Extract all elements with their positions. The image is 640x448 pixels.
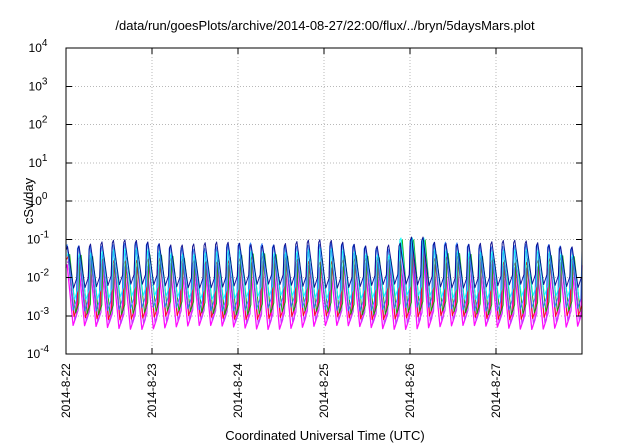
y-tick-label: 10-4 xyxy=(27,344,50,361)
chart-title: /data/run/goesPlots/archive/2014-08-27/2… xyxy=(115,18,535,33)
y-tick-exponent: -2 xyxy=(40,268,49,279)
y-tick-label: 101 xyxy=(29,153,48,170)
y-tick-exponent: -4 xyxy=(40,344,49,355)
x-tick-label: 2014-8-24 xyxy=(231,363,245,418)
x-axis-label: Coordinated Universal Time (UTC) xyxy=(225,428,424,443)
y-tick-base: 10 xyxy=(27,309,41,323)
y-tick-base: 10 xyxy=(27,232,41,246)
x-tick-label: 2014-8-23 xyxy=(145,363,159,418)
y-tick-label: 103 xyxy=(29,76,48,93)
y-tick-exponent: 3 xyxy=(42,76,48,87)
y-tick-exponent: 0 xyxy=(42,191,48,202)
y-tick-label: 10-2 xyxy=(27,268,50,285)
series-line xyxy=(65,242,583,331)
y-tick-exponent: 4 xyxy=(42,38,48,49)
y-tick-base: 10 xyxy=(29,79,43,93)
y-tick-exponent: 2 xyxy=(42,115,48,126)
data-layer xyxy=(65,236,583,331)
y-tick-label: 10-3 xyxy=(27,306,50,323)
y-tick-label: 102 xyxy=(29,115,48,132)
y-tick-base: 10 xyxy=(29,118,43,132)
y-tick-base: 10 xyxy=(27,347,41,361)
y-tick-label: 104 xyxy=(29,38,48,55)
x-tick-label: 2014-8-27 xyxy=(489,363,503,418)
y-tick-exponent: -1 xyxy=(40,229,49,240)
y-tick-exponent: 1 xyxy=(42,153,48,164)
series-line xyxy=(65,236,582,289)
y-axis-label: cSv/day xyxy=(21,177,36,224)
y-tick-label: 100 xyxy=(29,191,48,208)
y-tick-label: 10-1 xyxy=(27,229,50,246)
y-tick-exponent: -3 xyxy=(40,306,49,317)
tick-layer: 10-410-310-210-11001011021031042014-8-22… xyxy=(27,38,582,418)
x-tick-label: 2014-8-26 xyxy=(403,363,417,418)
y-tick-base: 10 xyxy=(29,41,43,55)
x-tick-label: 2014-8-22 xyxy=(59,363,73,418)
x-tick-label: 2014-8-25 xyxy=(317,363,331,418)
y-tick-base: 10 xyxy=(29,194,43,208)
y-tick-base: 10 xyxy=(27,271,41,285)
y-tick-base: 10 xyxy=(29,156,43,170)
series-line xyxy=(65,238,583,312)
